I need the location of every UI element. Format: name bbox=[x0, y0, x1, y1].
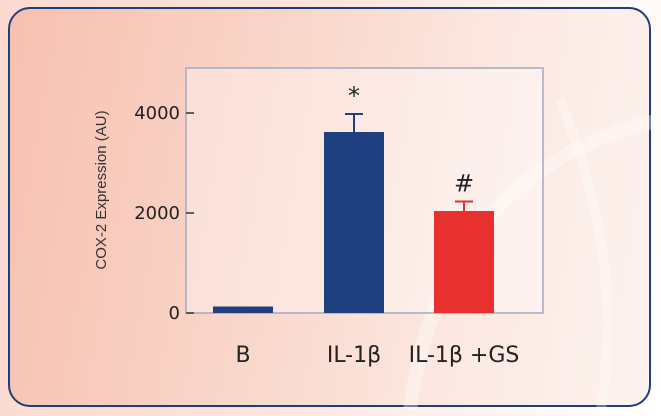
y-tick-label: 2000 bbox=[134, 203, 180, 224]
y-tick-label: 0 bbox=[169, 303, 180, 324]
significance-annotation: # bbox=[454, 170, 474, 198]
x-category-label: IL-1β bbox=[327, 343, 381, 368]
bar bbox=[213, 306, 273, 313]
bar bbox=[324, 132, 384, 313]
bars: *# bbox=[213, 82, 494, 313]
y-tick-label: 4000 bbox=[134, 103, 180, 124]
bar bbox=[434, 211, 494, 313]
x-category-label: B bbox=[235, 343, 250, 368]
x-category-label: IL-1β +GS bbox=[409, 343, 520, 368]
y-axis: 0 2000 4000 bbox=[134, 103, 194, 324]
significance-annotation: * bbox=[348, 82, 360, 110]
y-axis-label: COX-2 Expression (AU) bbox=[93, 110, 110, 269]
category-labels: B IL-1β IL-1β +GS bbox=[235, 343, 519, 368]
